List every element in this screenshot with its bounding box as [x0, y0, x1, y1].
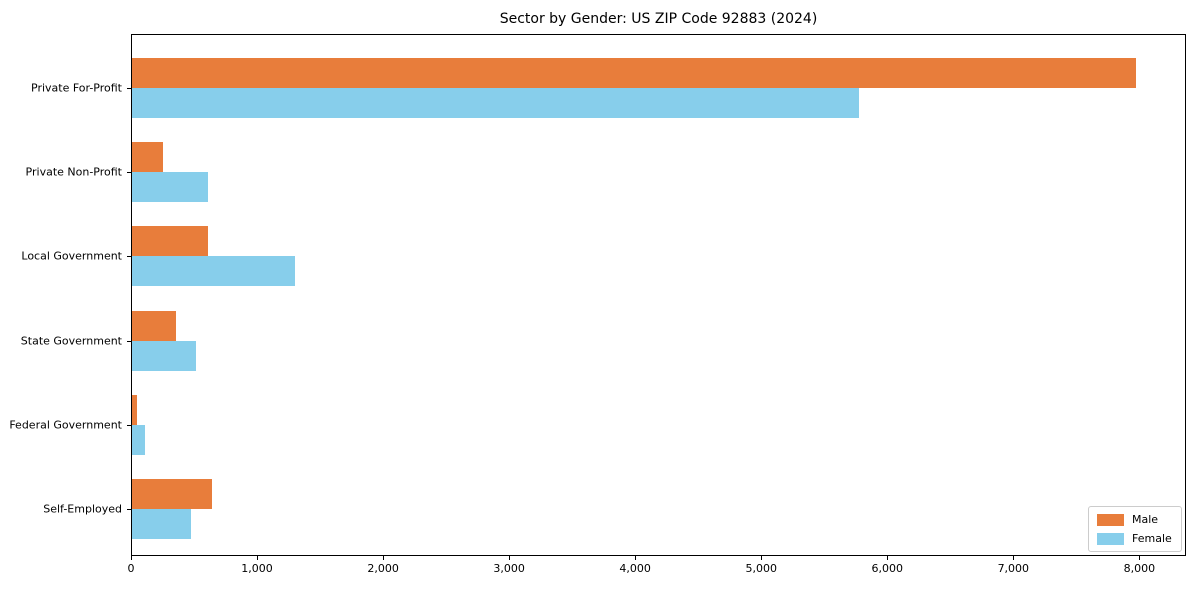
x-tick-label: 8,000: [1123, 562, 1156, 575]
legend-entry: Male: [1097, 513, 1173, 526]
x-tick-label: 5,000: [745, 562, 777, 575]
bar-female: [132, 256, 295, 287]
bar-male: [132, 58, 1136, 88]
legend-swatch-male: [1097, 513, 1124, 526]
y-tick-label: Local Government: [21, 249, 122, 263]
y-tick-mark: [127, 340, 131, 342]
x-tick-mark: [131, 556, 132, 560]
x-tick-mark: [383, 556, 385, 560]
y-tick-mark: [127, 172, 131, 174]
legend-entry: Female: [1097, 532, 1173, 545]
legend: Male Female: [1088, 506, 1182, 552]
legend-label: Male: [1132, 513, 1159, 526]
y-tick-label: Private For-Profit: [31, 81, 122, 95]
x-tick-mark: [761, 556, 763, 560]
x-tick-mark: [509, 556, 511, 560]
x-tick-label: 3,000: [493, 562, 525, 575]
bar-male: [132, 310, 176, 341]
y-tick-label: Private Non-Profit: [25, 165, 122, 179]
x-tick-label: 1,000: [241, 562, 273, 575]
bar-male: [132, 226, 208, 257]
bar-female: [132, 88, 859, 118]
x-tick-mark: [1013, 556, 1015, 560]
legend-label: Female: [1132, 532, 1172, 545]
x-tick-mark: [1139, 556, 1141, 560]
x-tick-label: 0: [127, 562, 135, 575]
plot-area: [131, 34, 1186, 556]
legend-swatch-female: [1097, 532, 1124, 545]
bar-male: [132, 394, 138, 425]
bar-female: [132, 172, 208, 203]
y-tick-mark: [127, 509, 131, 510]
x-tick-label: 4,000: [619, 562, 651, 575]
bar-female: [132, 509, 191, 539]
x-tick-label: 7,000: [997, 562, 1030, 575]
chart-title: Sector by Gender: US ZIP Code 92883 (202…: [499, 11, 818, 27]
y-tick-label: State Government: [20, 334, 122, 348]
y-tick-mark: [127, 256, 131, 258]
bar-female: [132, 424, 145, 455]
x-tick-mark: [887, 556, 889, 560]
x-tick-mark: [257, 556, 259, 560]
bar-female: [132, 340, 196, 371]
x-tick-label: 6,000: [871, 562, 904, 575]
x-tick-mark: [635, 556, 637, 560]
bar-male: [132, 142, 164, 173]
y-tick-mark: [127, 424, 131, 426]
y-tick-mark: [127, 88, 131, 89]
y-tick-label: Federal Government: [9, 418, 122, 432]
x-tick-label: 2,000: [367, 562, 399, 575]
y-tick-label: Self-Employed: [43, 502, 122, 516]
bar-male: [132, 479, 212, 509]
